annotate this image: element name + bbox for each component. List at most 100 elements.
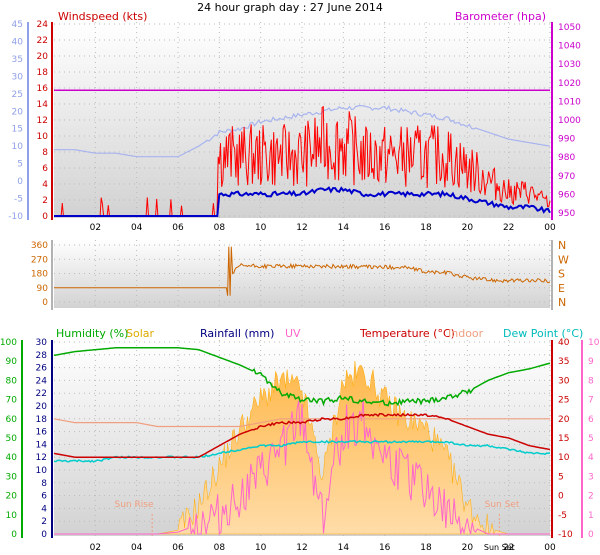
uv-tick: 1 [588,511,594,521]
rain-tick: 26 [36,364,48,374]
top-x-tick: 14 [338,223,350,233]
top-wind-tick: 22 [37,36,48,46]
uv-tick: 2 [588,492,594,502]
humidity-tick: 100 [0,338,17,348]
top-wind-tick: 14 [37,100,49,110]
legend-temperature: Temperature (°C) [359,327,455,340]
top-temp-tick: 20 [12,107,24,117]
uv-tick: 8 [588,376,594,386]
top-right-label: Barometer (hpa) [455,10,546,23]
temp-line [54,104,551,158]
top-tick-labels: 242220181614121086420454035302520151050-… [8,20,581,222]
uv-tick: 3 [588,472,594,482]
rain-tick: 0 [41,530,47,540]
sun-rise-label: Sun Rise [115,500,154,510]
top-temp-tick: -5 [14,195,23,205]
rain-tick: 22 [36,389,47,399]
top-x-tick: 04 [131,223,143,233]
uv-tick: 9 [588,357,594,367]
dir-compass-label: E [558,282,565,295]
uv-tick: 0 [588,530,594,540]
dir-compass-label: S [558,268,565,281]
temp-tick: -10 [558,530,573,540]
top-x-tick: 00 [544,223,556,233]
top-baro-tick: 1040 [558,42,581,52]
bottom-x-tick: 06 [172,543,184,553]
top-x-tick: 16 [379,223,391,233]
bottom-x-tick: 22 [503,543,514,553]
legend-indoor: Indoor [448,327,484,340]
bottom-x-ticks: 02 04 06 08 10 12 14 16 18 20 22 00 Sun Set [90,543,556,553]
top-wind-tick: 18 [37,68,49,78]
top-wind-tick: 0 [42,212,48,222]
top-temp-tick: 25 [12,90,23,100]
top-x-tick: 08 [214,223,226,233]
bottom-x-tick: 12 [296,543,307,553]
rain-tick: 28 [36,351,48,361]
top-x-tick: 22 [503,223,514,233]
top-wind-tick: 4 [42,180,48,190]
humidity-line [53,347,551,407]
top-wind-tick: 16 [37,84,49,94]
bottom-x-tick: 00 [544,543,556,553]
rain-tick: 30 [36,338,48,348]
top-baro-tick: 980 [558,153,575,163]
temp-tick: 5 [558,472,564,482]
dir-series [54,246,551,296]
legend-rainfall: Rainfall (mm) [200,327,274,340]
top-x-tick: 10 [255,223,267,233]
top-x-tick: 02 [90,223,101,233]
bottom-x-tick: 20 [462,543,474,553]
bottom-x-tick: 14 [338,543,350,553]
humidity-tick: 90 [6,357,18,367]
humidity-tick: 0 [11,530,17,540]
rain-tick: 8 [41,479,47,489]
chart-title: 24 hour graph day : 27 June 2014 [197,1,383,14]
rain-tick: 18 [36,415,48,425]
temp-tick: 0 [558,492,564,502]
dir-tick-labels: 360 N 270 W 180 S 90 E 0 N [31,239,569,309]
top-x-tick: 20 [462,223,474,233]
temp-tick: 40 [558,338,570,348]
rain-tick: 6 [41,492,47,502]
rain-tick: 4 [41,504,47,514]
top-wind-tick: 8 [42,148,48,158]
top-wind-tick: 10 [37,132,49,142]
top-left-label: Windspeed (kts) [58,10,147,23]
top-baro-tick: 1030 [558,60,581,70]
rain-tick: 14 [36,440,48,450]
rain-tick: 2 [41,517,47,527]
temp-tick: 20 [558,415,570,425]
top-temp-tick: 5 [17,160,23,170]
dir-compass-label: W [558,253,569,266]
rain-tick: 24 [36,376,48,386]
top-temp-tick: 35 [12,55,23,65]
bottom-x-tick: 10 [255,543,267,553]
avg-wind-line [54,186,551,217]
top-temp-tick: -10 [8,212,23,222]
dir-left-tick: 360 [31,241,48,251]
dir-left-tick: 270 [31,255,48,265]
top-baro-tick: 1020 [558,79,581,89]
humidity-tick: 40 [6,453,18,463]
temp-tick: 30 [558,376,570,386]
top-baro-tick: 1010 [558,97,581,107]
legend-humidity: Humidity (%) [56,327,128,340]
top-temp-tick: 0 [17,177,23,187]
rain-tick: 20 [36,402,48,412]
dir-compass-label: N [558,296,566,309]
top-baro-tick: 950 [558,209,575,219]
humidity-tick: 60 [6,415,18,425]
top-wind-tick: 20 [37,52,49,62]
top-x-tick: 06 [172,223,184,233]
rain-tick: 10 [36,466,48,476]
indoor-line [53,418,550,428]
dir-left-tick: 180 [31,270,48,280]
top-wind-tick: 2 [42,196,48,206]
uv-tick: 7 [588,396,594,406]
uv-tick: 5 [588,434,594,444]
dir-left-tick: 90 [37,284,49,294]
humidity-tick: 50 [6,434,18,444]
top-temp-tick: 45 [12,20,23,30]
